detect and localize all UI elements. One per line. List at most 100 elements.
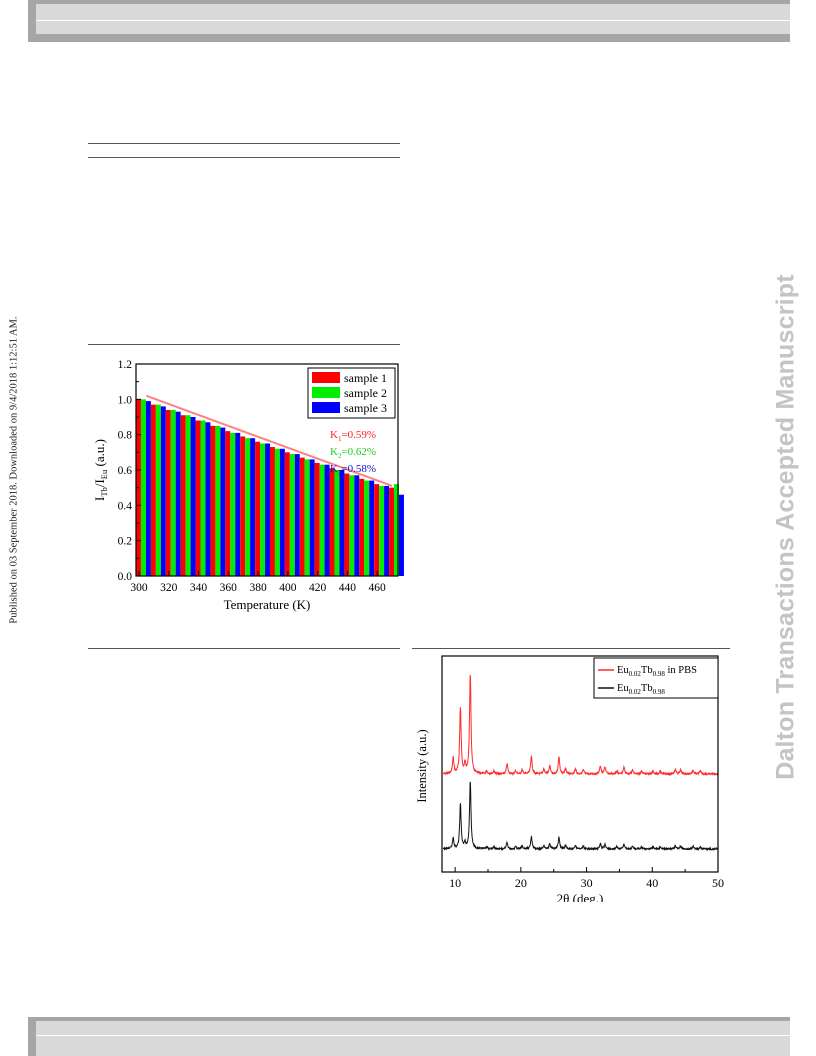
x-tick-label: 30 [581, 876, 593, 890]
bar-sample-1-363 [225, 431, 231, 576]
bar-sample-1-393 [269, 447, 275, 576]
bar-sample-3-323 [175, 411, 181, 576]
x-tick-label: 420 [309, 582, 327, 594]
legend-swatch-sample-3 [312, 402, 340, 413]
header-bar [28, 0, 790, 42]
bar-sample-2-333 [185, 415, 191, 576]
bar-sample-3-373 [250, 438, 256, 576]
figure2-rule-top [412, 648, 730, 649]
bar-sample-2-453 [364, 480, 370, 576]
k-annotation-2: K2=0.62% [330, 446, 376, 460]
bar-sample-1-453 [359, 478, 365, 576]
legend-label-sample-2: sample 2 [344, 386, 387, 400]
bar-sample-3-433 [339, 470, 345, 576]
bar-sample-3-333 [190, 417, 196, 576]
bar-sample-3-363 [235, 432, 241, 576]
xrd-pattern-chart: 10 20 30 40 50 2θ (deg.) Intensity (a.u.) Eu0.0… [415, 655, 724, 902]
xrd-trace-1 [443, 675, 718, 777]
temperature-ratio-chart: 0.0 0.2 0.4 0.6 0.8 1.0 1.2 300 320 340 360 380 400 4… [92, 359, 404, 612]
legend-swatch-sample-2 [312, 387, 340, 398]
bar-sample-3-393 [279, 448, 285, 576]
y-tick-label: 0.8 [118, 430, 133, 442]
x-tick-label: 380 [249, 582, 267, 594]
bar-sample-3-473 [398, 494, 404, 576]
legend-box [593, 657, 719, 699]
bar-sample-3-463 [384, 485, 390, 576]
bar-sample-2-423 [319, 464, 325, 576]
bar-sample-2-473 [394, 484, 399, 576]
y-tick-label: 0.2 [118, 536, 133, 548]
bar-sample-1-443 [344, 473, 350, 576]
y-tick-label: 1.2 [118, 359, 133, 371]
bar-sample-1-313 [150, 404, 156, 576]
bar-sample-2-353 [215, 425, 221, 576]
y-tick-label: 0.0 [118, 571, 133, 583]
bar-sample-2-413 [304, 459, 310, 576]
bar-sample-3-423 [324, 464, 330, 576]
bar-sample-2-303 [140, 399, 146, 576]
legend-label-2: Eu0.02Tb0.98 [617, 683, 665, 696]
legend-label-1: Eu0.02Tb0.98 in PBS [617, 665, 697, 678]
bar-sample-2-373 [245, 438, 251, 576]
k-annotation-1: K1=0.59% [330, 429, 376, 443]
bar-sample-2-313 [155, 404, 161, 576]
bar-sample-1-413 [299, 457, 305, 576]
figure1-rule-top [88, 344, 400, 345]
watermark-text: Dalton Transactions Accepted Manuscript [771, 274, 800, 780]
x-tick-label: 360 [220, 582, 238, 594]
legend-label-sample-1: sample 1 [344, 371, 387, 385]
plot-frame [441, 655, 719, 873]
bars-group [136, 399, 404, 576]
y-axis-label: ITb/IEu (a.u.) [92, 439, 109, 501]
x-tick-label: 40 [646, 876, 658, 890]
footer-bar [28, 1017, 790, 1056]
x-tick-label: 20 [515, 876, 527, 890]
bar-sample-1-433 [329, 468, 335, 576]
bar-sample-1-473 [389, 487, 395, 576]
fit-line [146, 394, 393, 487]
x-tick-label: 10 [449, 876, 461, 890]
bar-sample-2-343 [200, 420, 206, 576]
bar-sample-3-383 [265, 443, 270, 576]
y-axis-label: Intensity (a.u.) [415, 729, 429, 802]
k-annotation-3: K3=0.58% [330, 463, 376, 477]
xrd-trace-2 [442, 781, 718, 852]
bar-sample-1-353 [210, 425, 216, 576]
legend-swatch-sample-1 [312, 372, 340, 383]
x-tick-label: 440 [339, 582, 357, 594]
bar-sample-3-403 [294, 454, 300, 576]
bar-sample-3-313 [160, 406, 166, 576]
bar-sample-3-343 [205, 422, 211, 576]
x-tick-label: 340 [190, 582, 208, 594]
bar-sample-2-323 [170, 409, 176, 576]
table-rule-top [88, 143, 400, 144]
published-note-text: Published on 03 September 2018. Download… [8, 316, 20, 624]
bar-sample-2-363 [230, 432, 236, 576]
x-tick-label: 300 [130, 582, 148, 594]
bar-sample-1-463 [374, 484, 380, 576]
figure1-rule-bottom [88, 648, 400, 649]
legend-label-sample-3: sample 3 [344, 401, 387, 415]
bar-sample-1-383 [255, 441, 261, 576]
bar-sample-2-463 [379, 485, 385, 576]
bar-sample-1-343 [195, 420, 201, 576]
bar-sample-2-383 [260, 443, 266, 576]
bar-sample-2-433 [334, 470, 340, 576]
bar-sample-1-423 [314, 462, 320, 576]
x-tick-label: 320 [160, 582, 178, 594]
bar-sample-1-323 [165, 409, 171, 576]
bar-sample-1-333 [180, 415, 186, 576]
x-axis-label: 2θ (deg.) [557, 891, 604, 902]
bar-sample-3-353 [220, 427, 226, 576]
bar-sample-3-303 [145, 401, 151, 576]
bar-sample-1-403 [284, 452, 290, 576]
y-tick-label: 1.0 [118, 394, 133, 406]
bar-sample-2-393 [274, 448, 280, 576]
legend: Eu0.02Tb0.98 in PBS Eu0.02Tb0.98 [593, 657, 719, 699]
x-tick-label: 400 [279, 582, 297, 594]
bar-sample-2-443 [349, 475, 355, 576]
bar-sample-3-443 [354, 475, 360, 576]
x-tick-label: 50 [712, 876, 724, 890]
bar-sample-1-373 [240, 436, 246, 576]
